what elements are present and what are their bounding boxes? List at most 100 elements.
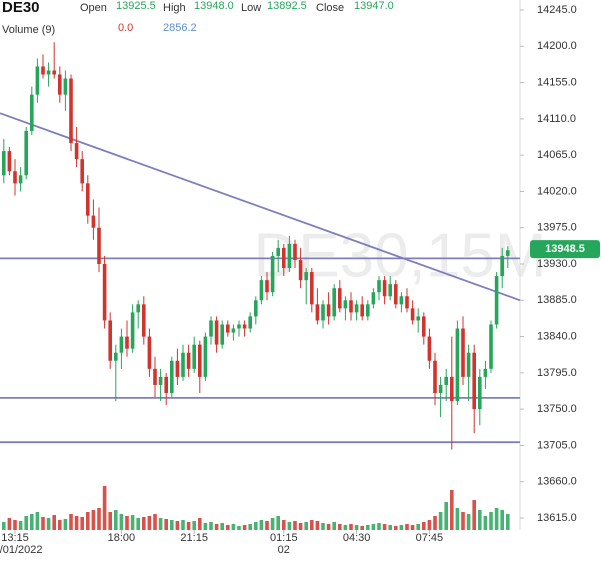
price-tag-label: 13948.5 [545, 243, 585, 255]
open-value: 13925.5 [116, 0, 156, 12]
volume-bar [58, 520, 62, 530]
y-tick-label: 14200.0 [537, 40, 577, 52]
volume-bar [86, 512, 90, 530]
y-tick-label: 13705.0 [537, 439, 577, 451]
candle-body [136, 304, 140, 313]
candle-body [506, 250, 510, 256]
candle-body [119, 336, 124, 353]
candle-body [254, 300, 258, 317]
candle-body [186, 352, 191, 369]
volume-bar [438, 512, 443, 530]
volume-bar [97, 508, 101, 530]
candle-body [24, 130, 28, 176]
candle-body [41, 66, 45, 75]
volume-bar [102, 486, 107, 530]
candle-body [181, 352, 185, 377]
candle-body [500, 255, 504, 277]
volume-bar [186, 522, 191, 530]
volume-bar [91, 510, 96, 530]
candle-body [377, 280, 381, 293]
volume-bar [119, 514, 124, 530]
candle-body [170, 360, 174, 394]
volume-bar [410, 525, 415, 530]
candle-body [478, 376, 482, 410]
volume-bar [231, 524, 236, 530]
volume-bar [30, 514, 34, 530]
volume-bar [170, 520, 174, 530]
volume-bar [405, 524, 409, 530]
candle-body [69, 78, 73, 144]
candle-body [1, 151, 6, 176]
candle-body [276, 247, 280, 256]
candle-body [91, 215, 96, 228]
symbol: DE30 [2, 0, 40, 16]
candle-body [147, 336, 152, 369]
volume-bar [74, 516, 79, 530]
volume-label: Volume (9) [2, 24, 55, 36]
volume-bar [24, 516, 28, 530]
open-label: Open [80, 2, 107, 14]
candle-body [461, 328, 465, 377]
low-value: 13892.5 [267, 0, 307, 12]
candle-body [13, 171, 17, 184]
volume-bar [433, 516, 437, 530]
volume-bar [349, 524, 353, 530]
volume-bar [315, 521, 320, 530]
volume-bar [422, 522, 426, 530]
volume-bar [287, 522, 292, 530]
volume-bar [298, 523, 303, 530]
volume-bar [472, 500, 476, 530]
candle-body [265, 280, 269, 293]
y-tick-label: 13840.0 [537, 330, 577, 342]
candle-body [58, 74, 62, 95]
candle-body [382, 280, 387, 297]
volume-bar [13, 520, 17, 530]
candle-body [114, 352, 118, 361]
candle-body [410, 308, 415, 321]
candle-body [338, 288, 342, 309]
volume-bar [18, 521, 23, 530]
y-tick-label: 14110.0 [537, 113, 576, 125]
candle-body [192, 344, 196, 369]
y-tick-label: 13615.0 [537, 512, 577, 524]
candle-body [220, 324, 224, 345]
candle-body [427, 336, 432, 361]
volume-bar [242, 525, 247, 530]
x-tick-label: 07:45 [416, 532, 444, 544]
y-tick-label: 13885.0 [537, 294, 577, 306]
volume-bar [399, 525, 404, 530]
candle-body [18, 175, 23, 184]
x-tick-label: 18:00 [108, 532, 136, 544]
candle-body [450, 376, 454, 402]
candle-body [315, 304, 320, 321]
volume-bar [427, 520, 432, 530]
y-tick-label: 13930.0 [537, 258, 577, 270]
high-value: 13948.0 [194, 0, 234, 12]
volume-bar [371, 524, 376, 530]
candle-body [7, 151, 12, 172]
volume-bar [461, 512, 465, 530]
candle-body [483, 368, 488, 377]
candle-body [354, 304, 359, 313]
candle-body [130, 312, 135, 349]
candle-body [455, 328, 460, 402]
volume-bar [489, 512, 493, 530]
volume-bar [388, 525, 392, 530]
volume-bar [254, 522, 258, 530]
candle-body [433, 360, 437, 394]
volume-bar [158, 518, 163, 530]
candle-body [489, 324, 493, 369]
volume-bar [455, 508, 460, 530]
x-tick-label: 01:15 [270, 532, 298, 544]
volume-bar [282, 520, 286, 530]
candle-body [125, 336, 129, 349]
candle-body [63, 78, 68, 95]
volume-bar [214, 524, 219, 530]
date-label: 02 [278, 544, 290, 556]
low-label: Low [241, 2, 261, 14]
x-tick-label: 13:15 [1, 532, 29, 544]
y-tick-label: 13975.0 [537, 222, 577, 234]
volume-bar [506, 514, 510, 530]
candle-body [242, 324, 247, 329]
volume-bar [276, 516, 280, 530]
